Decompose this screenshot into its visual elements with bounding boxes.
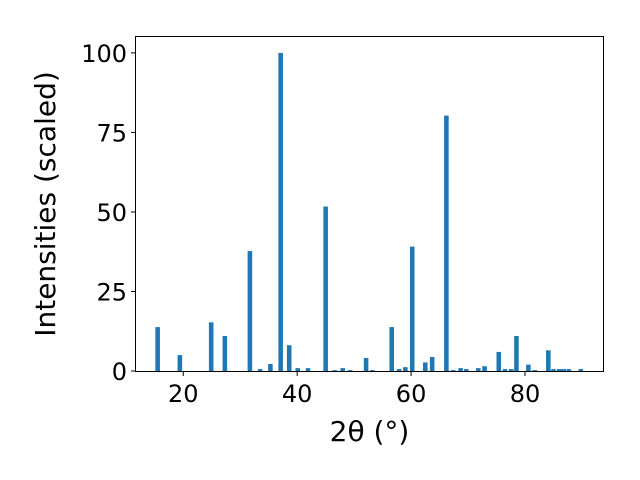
bar	[566, 369, 572, 371]
bar	[268, 364, 273, 371]
bar	[429, 357, 435, 371]
bar	[423, 362, 428, 371]
bar	[561, 369, 566, 371]
bar	[332, 370, 338, 371]
bar	[347, 370, 353, 371]
bar	[476, 368, 481, 371]
x-tick-label: 60	[396, 380, 427, 408]
plot-frame	[135, 36, 604, 372]
bar	[305, 368, 311, 371]
bar	[363, 357, 369, 371]
bar	[208, 322, 214, 371]
bar	[340, 368, 346, 371]
bar	[496, 351, 502, 371]
bar	[514, 336, 519, 371]
x-tick-label: 20	[168, 380, 199, 408]
bar	[546, 350, 551, 371]
bar	[323, 206, 328, 371]
bar	[458, 368, 463, 371]
x-tick-label: 40	[282, 380, 313, 408]
y-axis-ticks: 0 25 50 75 100	[81, 40, 136, 386]
y-tick-label: 100	[81, 40, 127, 68]
bar	[532, 370, 537, 371]
bar	[389, 327, 394, 371]
x-axis-label: 2θ (°)	[330, 415, 410, 448]
bar	[578, 369, 584, 371]
bar	[551, 369, 556, 371]
y-tick-label: 75	[96, 119, 127, 147]
bar	[556, 369, 562, 371]
bar	[155, 327, 160, 371]
bar	[502, 369, 508, 371]
bar	[526, 364, 531, 371]
bar	[482, 366, 487, 371]
y-axis-label: Intensities (scaled)	[29, 71, 62, 337]
bar	[278, 52, 283, 372]
bar	[444, 115, 449, 371]
x-axis-ticks: 20 40 60 80	[168, 371, 540, 408]
bar	[409, 246, 415, 371]
bar	[370, 370, 375, 371]
bar	[257, 369, 263, 371]
x-tick-label: 80	[510, 380, 541, 408]
y-tick-label: 0	[112, 358, 127, 386]
bars-group	[155, 52, 584, 372]
bar	[247, 251, 253, 371]
bar	[403, 367, 408, 371]
bar	[286, 345, 292, 371]
bar	[222, 336, 228, 371]
bar	[509, 369, 514, 371]
bar	[450, 370, 456, 371]
bar	[464, 369, 469, 371]
bar	[295, 368, 301, 371]
y-tick-label: 50	[96, 199, 127, 227]
bar	[396, 369, 402, 371]
bar	[177, 355, 183, 371]
y-tick-label: 25	[96, 278, 127, 306]
